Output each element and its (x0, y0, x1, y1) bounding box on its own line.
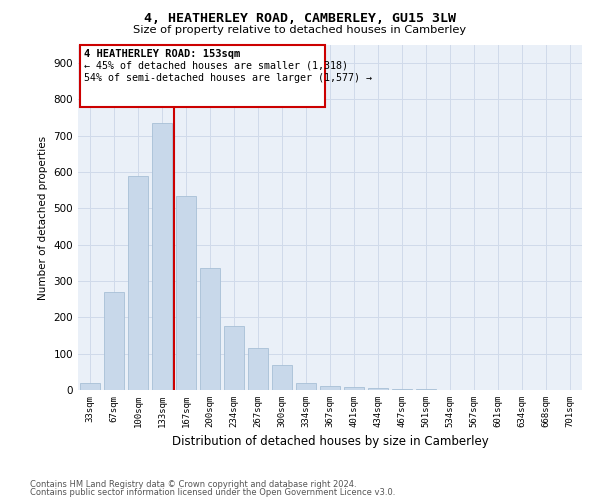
Text: 54% of semi-detached houses are larger (1,577) →: 54% of semi-detached houses are larger (… (84, 72, 372, 83)
FancyBboxPatch shape (80, 45, 325, 106)
Bar (152, 123, 172, 390)
Bar (200, 268, 220, 390)
Text: ← 45% of detached houses are smaller (1,318): ← 45% of detached houses are smaller (1,… (84, 61, 348, 71)
Text: Contains HM Land Registry data © Crown copyright and database right 2024.: Contains HM Land Registry data © Crown c… (30, 480, 356, 489)
X-axis label: Distribution of detached houses by size in Camberley: Distribution of detached houses by size … (172, 436, 488, 448)
Bar (344, 387, 364, 390)
Text: 4 HEATHERLEY ROAD: 153sqm: 4 HEATHERLEY ROAD: 153sqm (84, 50, 240, 59)
Bar (296, 382, 316, 390)
Text: Size of property relative to detached houses in Camberley: Size of property relative to detached ho… (133, 25, 467, 35)
Bar (224, 326, 244, 390)
Bar (248, 348, 268, 390)
Text: 4, HEATHERLEY ROAD, CAMBERLEY, GU15 3LW: 4, HEATHERLEY ROAD, CAMBERLEY, GU15 3LW (144, 12, 456, 24)
Bar (320, 386, 340, 390)
Bar (272, 366, 292, 390)
Y-axis label: Number of detached properties: Number of detached properties (38, 136, 48, 300)
Bar (176, 196, 196, 390)
Text: Contains public sector information licensed under the Open Government Licence v3: Contains public sector information licen… (30, 488, 395, 497)
Bar (80, 382, 100, 390)
Bar (128, 176, 148, 390)
Bar (368, 388, 388, 390)
Bar (104, 292, 124, 390)
